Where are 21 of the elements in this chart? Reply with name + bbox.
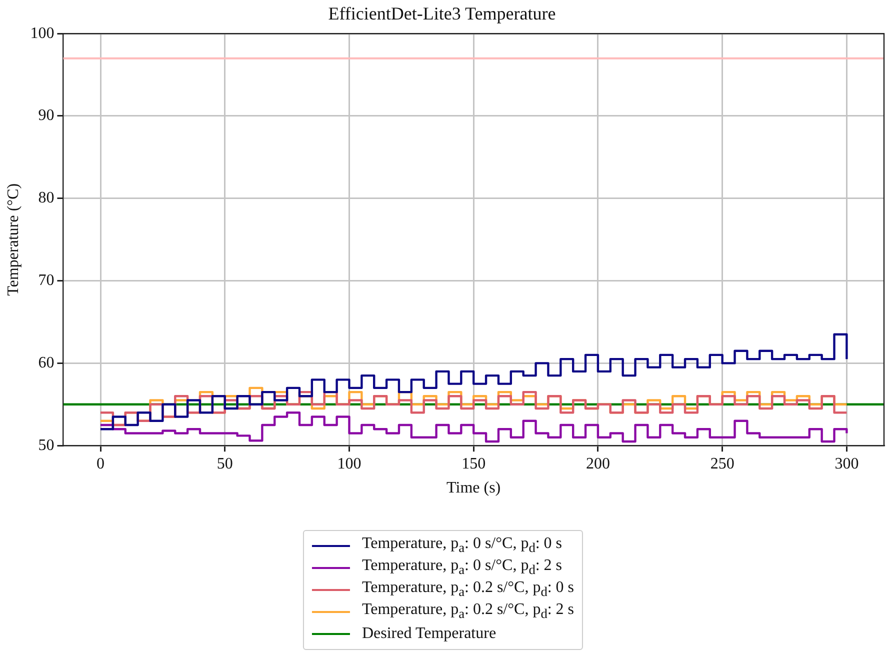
x-tick-label: 100 (337, 455, 362, 472)
y-tick-label: 80 (38, 190, 54, 207)
x-tick-label: 200 (586, 455, 610, 472)
legend-label: Temperature, p$_{a}$: 0 s/°C, p$_{d}$: 0 s (362, 535, 562, 557)
y-tick-label: 50 (38, 436, 54, 454)
y-axis-title: Temperature (°C) (4, 183, 22, 296)
y-tick-label: 60 (38, 354, 54, 372)
legend-label: Temperature, p$_{a}$: 0.2 s/°C, p$_{d}$: 2 s (362, 601, 574, 623)
legend-label: Desired Temperature (362, 625, 496, 643)
x-tick-label: 300 (834, 455, 859, 472)
x-tick-label: 150 (462, 455, 486, 472)
x-axis-title: Time (s) (446, 480, 501, 497)
y-tick-label: 100 (30, 24, 54, 42)
legend-label: Temperature, p$_{a}$: 0 s/°C, p$_{d}$: 2 s (362, 557, 562, 579)
x-tick-label: 50 (216, 455, 233, 472)
y-tick-label: 90 (38, 107, 54, 124)
x-tick-label: 0 (96, 455, 105, 472)
x-tick-label: 250 (710, 455, 734, 472)
chart-title: EfficientDet-Lite3 Temperature (328, 4, 556, 24)
y-tick-label: 70 (38, 272, 54, 290)
legend-label: Temperature, p$_{a}$: 0.2 s/°C, p$_{d}$: 0 s (362, 579, 574, 601)
